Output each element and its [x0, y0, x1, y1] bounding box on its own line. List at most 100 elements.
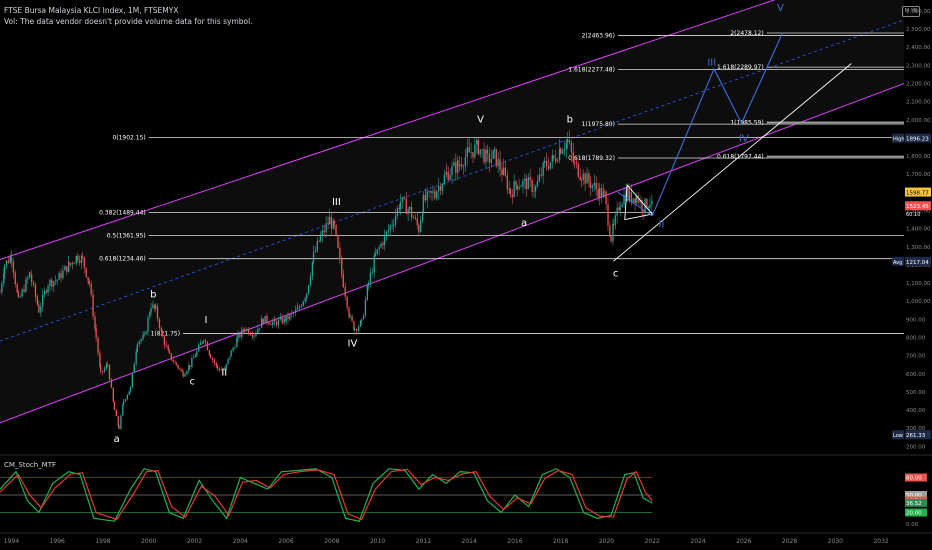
stoch-value-tag: 80.00 — [906, 476, 922, 482]
candle-body — [296, 307, 299, 309]
candle-body — [318, 240, 320, 242]
candle-body — [538, 174, 541, 182]
candle-body — [405, 198, 407, 214]
candle-body — [154, 304, 156, 309]
candle-body — [598, 187, 601, 198]
channel-midline[interactable] — [0, 19, 905, 342]
candle-body — [533, 191, 535, 193]
candle-body — [101, 371, 104, 372]
candle-body — [10, 256, 13, 261]
candle-body — [3, 273, 5, 284]
candle-body — [600, 187, 603, 198]
candle-body — [64, 266, 66, 271]
candle-body — [328, 216, 331, 224]
candle-body — [432, 191, 434, 193]
fib-level-label: 0.618(1234.46) — [99, 256, 146, 263]
candle-body — [639, 200, 641, 203]
candle-body — [401, 197, 404, 202]
candle-body — [451, 165, 453, 175]
fib-level-label: 0.5(1361.95) — [107, 233, 146, 240]
candle-body — [396, 207, 399, 216]
candle-body — [36, 296, 39, 305]
candle-body — [218, 368, 220, 371]
candle-body — [408, 206, 411, 210]
candle-body — [614, 215, 616, 226]
stoch-axis-tick: 0.00 — [906, 522, 919, 528]
candle-body — [80, 256, 83, 263]
candle-body — [193, 357, 195, 359]
triangle-pattern[interactable] — [624, 183, 654, 221]
candle-body — [97, 337, 99, 354]
price-marker-tag-bg — [905, 430, 931, 440]
candle-body — [283, 317, 285, 324]
candle-body — [156, 306, 159, 320]
candle-body — [612, 224, 614, 242]
candle-body — [618, 207, 620, 211]
candle-body — [319, 236, 322, 241]
candle-body — [568, 140, 571, 143]
price-axis-tick: 2,400.00 — [906, 45, 931, 51]
time-axis-tick: 1994 — [4, 538, 19, 545]
time-axis-tick: 2014 — [462, 538, 477, 545]
time-axis-tick: 2026 — [736, 538, 751, 545]
candle-body — [460, 164, 463, 167]
candle-body — [184, 374, 186, 377]
candle-body — [208, 350, 211, 355]
candle-body — [522, 180, 524, 187]
channel-upper-line[interactable] — [0, 0, 904, 260]
candle-body — [232, 348, 234, 351]
price-marker-tag: 1598.77 — [906, 191, 929, 197]
candle-body — [580, 179, 582, 181]
candle-body — [293, 312, 295, 314]
candle-body — [71, 263, 74, 265]
candle-body — [21, 289, 23, 297]
candle-body — [321, 230, 323, 237]
candle-body — [118, 425, 120, 429]
candle-body — [289, 314, 291, 320]
candle-body — [476, 140, 478, 145]
price-axis-tick: 2,100.00 — [906, 100, 931, 106]
wave-label: IV — [348, 339, 358, 350]
candle-body — [470, 151, 472, 153]
candle-body — [626, 188, 628, 201]
candle-body — [560, 148, 562, 154]
elliott-projection-path[interactable] — [651, 32, 784, 217]
candle-body — [259, 327, 261, 329]
wave-label: III — [707, 57, 716, 68]
candle-body — [201, 341, 204, 343]
candle-body — [189, 365, 191, 367]
candle-body — [19, 296, 21, 298]
candle-body — [60, 272, 62, 279]
candle-body — [649, 204, 651, 208]
candle-body — [383, 235, 386, 246]
candle-body — [545, 160, 548, 167]
channel-lower-line[interactable] — [0, 82, 905, 424]
tradingview-logo-icon: M·YB — [902, 6, 920, 17]
candle-body — [30, 274, 33, 283]
candle-body — [29, 272, 31, 278]
price-axis-tick: 200.00 — [906, 444, 926, 450]
candle-body — [175, 362, 177, 365]
candle-body — [492, 150, 494, 159]
symbol-title: FTSE Bursa Malaysia KLCI Index, 1M, FTSE… — [4, 6, 179, 15]
candle-body — [513, 181, 515, 197]
candle-body — [547, 166, 550, 169]
stoch-series-d[interactable] — [0, 468, 653, 521]
candle-body — [426, 191, 428, 201]
candle-body — [160, 328, 163, 332]
candle-body — [493, 148, 496, 151]
candle-body — [154, 306, 157, 309]
candle-body — [421, 212, 424, 221]
candle-body — [172, 359, 174, 362]
candle-body — [357, 326, 360, 331]
candle-body — [323, 230, 325, 232]
candle-body — [181, 369, 183, 372]
support-trendline[interactable] — [613, 63, 852, 262]
time-axis-tick: 2022 — [645, 538, 660, 545]
candle-body — [182, 371, 184, 377]
candle-body — [551, 155, 553, 163]
candle-body — [398, 207, 401, 209]
stoch-value-tag-bg — [905, 508, 927, 517]
candle-body — [47, 285, 49, 293]
